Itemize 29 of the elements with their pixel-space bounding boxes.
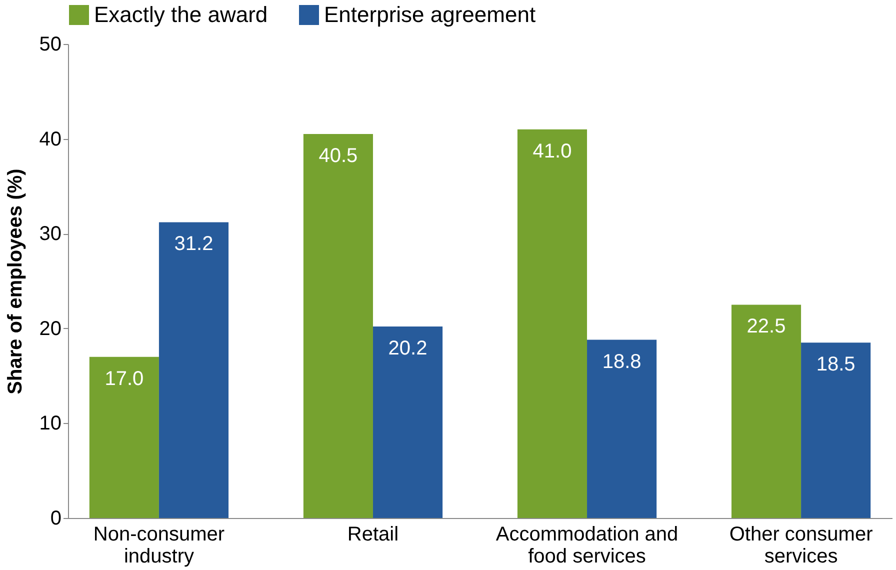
- legend-label: Enterprise agreement: [324, 2, 536, 27]
- x-tick-label: Other consumer services: [729, 524, 874, 568]
- bar: [158, 222, 229, 518]
- bar: [303, 134, 373, 518]
- data-label: 41.0: [532, 140, 572, 162]
- data-label: 18.5: [816, 354, 856, 376]
- y-tick-label: 10: [39, 412, 62, 435]
- data-label: 20.2: [388, 338, 428, 360]
- bar: [517, 129, 588, 518]
- y-tick-label: 0: [50, 508, 62, 530]
- bar: [587, 340, 657, 518]
- y-tick-label: 30: [39, 223, 62, 246]
- bar: [372, 326, 443, 518]
- x-tick-label: Accommodation and food services: [496, 524, 678, 568]
- y-tick-label: 40: [39, 128, 62, 150]
- x-tick-label: Non-consumer industry: [93, 524, 225, 568]
- y-tick-label: 50: [39, 34, 62, 56]
- y-axis-title: Share of employees (%): [4, 168, 26, 394]
- data-label: 17.0: [104, 368, 144, 390]
- data-label: 40.5: [318, 145, 358, 168]
- legend-label: Exactly the award: [94, 2, 268, 27]
- bar: [731, 304, 802, 518]
- data-label: 18.8: [602, 350, 642, 373]
- x-tick-label: Retail: [347, 524, 399, 546]
- y-tick-label: 20: [39, 318, 62, 340]
- data-label: 31.2: [174, 233, 214, 256]
- data-label: 22.5: [746, 316, 786, 338]
- bar: [89, 356, 159, 518]
- bar: [801, 342, 871, 518]
